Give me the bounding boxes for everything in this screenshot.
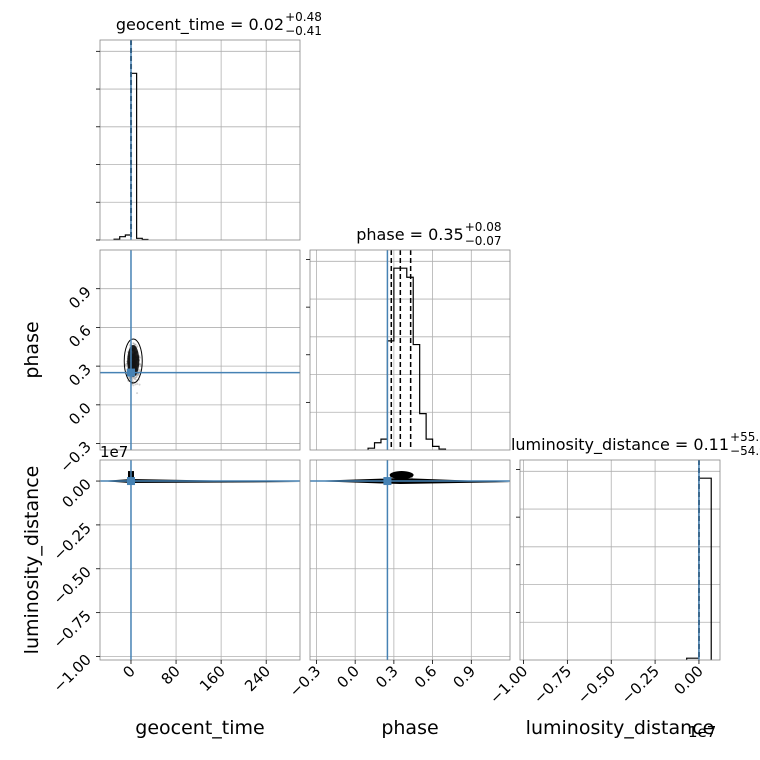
x-tick-label: −0.50 — [574, 662, 619, 707]
sample-point — [138, 383, 141, 386]
x-tick-label: 0.0 — [333, 662, 363, 692]
truth-marker — [383, 477, 392, 486]
x-axis-label-geocent_time: geocent_time — [135, 717, 264, 739]
x-tick-label: −0.25 — [618, 662, 663, 707]
panel-frame — [519, 459, 721, 661]
y-tick-label: 0.6 — [65, 322, 95, 352]
title-phase: phase = 0.35 — [356, 225, 463, 244]
sample-point — [133, 377, 136, 380]
sample-point — [136, 345, 139, 348]
sample-point — [139, 362, 142, 365]
frame-layer — [96, 39, 721, 664]
panel-frame — [99, 39, 301, 241]
sample-point — [134, 343, 137, 346]
panel-frame — [309, 459, 511, 661]
sample-point — [139, 368, 142, 371]
x-axis-label-phase: phase — [381, 717, 438, 739]
truth-marker — [126, 477, 135, 486]
data-layer — [100, 40, 712, 660]
x-axis-label-luminosity_distance: luminosity_distance — [526, 717, 715, 739]
y-tick-label: 0.3 — [65, 360, 95, 390]
sample-point — [128, 376, 131, 379]
sample-point — [132, 384, 135, 387]
title-geocent_time: geocent_time = 0.02 — [116, 15, 284, 35]
panel-frame — [99, 249, 301, 451]
sample-point — [139, 363, 142, 366]
x-tick-label: 0 — [119, 662, 138, 681]
sample-point — [132, 376, 135, 379]
sample-point — [132, 380, 135, 383]
sample-point — [133, 376, 136, 379]
x-offset-text: 1e7 — [688, 723, 716, 741]
y-tick-label: −0.25 — [50, 519, 95, 564]
sample-point — [132, 342, 135, 345]
title-luminosity_distance: luminosity_distance = 0.11 — [511, 435, 729, 455]
sample-point — [135, 376, 138, 379]
sample-point — [134, 378, 137, 381]
x-tick-label: 0.9 — [450, 662, 480, 692]
sample-point — [136, 382, 139, 385]
title-plus-geocent_time: +0.48 — [285, 10, 322, 24]
title-minus-luminosity_distance: −54.97 — [730, 444, 760, 458]
y-axis-label-luminosity_distance: luminosity_distance — [21, 466, 43, 655]
x-tick-label: 0.00 — [670, 662, 706, 698]
sample-point — [134, 343, 137, 346]
y-tick-label: −1.00 — [50, 651, 95, 696]
sample-point — [135, 376, 138, 379]
sample-point — [125, 362, 128, 365]
title-plus-luminosity_distance: +55.76 — [730, 430, 760, 444]
panel-frame — [99, 459, 301, 661]
sample-point — [131, 379, 134, 382]
truth-marker — [126, 368, 135, 377]
sample-point — [136, 374, 139, 377]
sample-point — [131, 377, 134, 380]
y-tick-label: −0.75 — [50, 607, 95, 652]
sample-point — [124, 364, 127, 367]
x-tick-label: 160 — [196, 662, 229, 695]
histogram-phase — [367, 267, 447, 450]
panel-frame — [309, 249, 511, 451]
density-contour — [123, 338, 143, 384]
y-tick-label: −0.3 — [56, 438, 94, 476]
density-core — [389, 471, 414, 480]
x-tick-label: 0.6 — [411, 662, 441, 692]
y-tick-label: −0.50 — [50, 563, 95, 608]
sample-point — [138, 356, 141, 359]
x-tick-label: 80 — [158, 662, 184, 688]
sample-point — [134, 383, 137, 386]
title-plus-phase: +0.08 — [465, 220, 502, 234]
y-axis-label-phase: phase — [21, 321, 43, 378]
y-offset-text: 1e7 — [100, 443, 128, 461]
sample-point — [137, 373, 140, 376]
x-tick-label: 240 — [241, 662, 274, 695]
sample-point — [132, 342, 135, 345]
sample-point — [128, 376, 131, 379]
y-tick-label: 0.9 — [65, 283, 95, 313]
sample-point — [137, 372, 140, 375]
y-tick-label: 0.0 — [65, 399, 95, 429]
title-minus-phase: −0.07 — [465, 234, 502, 248]
x-tick-label: −1.00 — [486, 662, 531, 707]
x-tick-label: −0.75 — [530, 662, 575, 707]
y-tick-label: 0.00 — [58, 475, 94, 511]
x-tick-label: −0.3 — [286, 662, 324, 700]
title-minus-geocent_time: −0.41 — [285, 24, 322, 38]
x-tick-label: 0.3 — [372, 662, 402, 692]
sample-point — [136, 392, 139, 395]
